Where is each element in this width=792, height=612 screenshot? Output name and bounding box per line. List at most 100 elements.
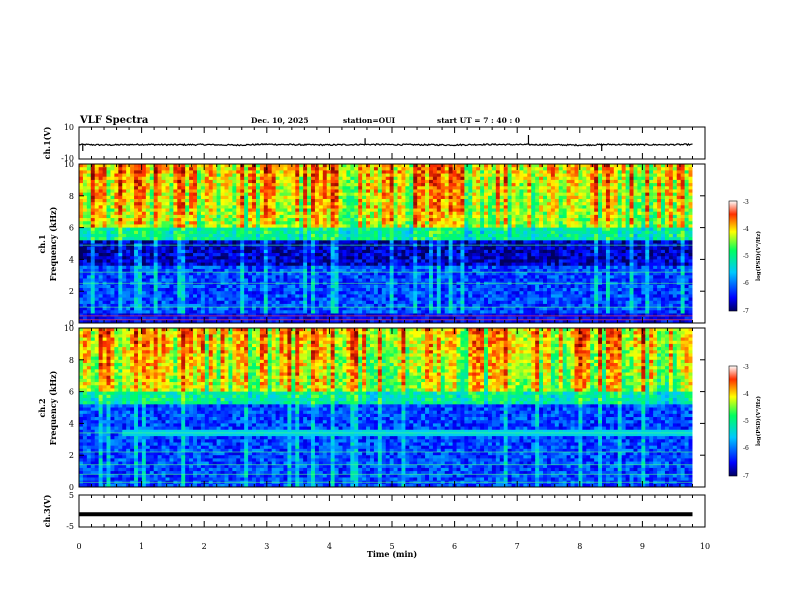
spectrogram-cell [370, 208, 375, 213]
spectrogram-cell [318, 237, 324, 241]
spectrogram-cell [385, 186, 391, 190]
spectrogram-cell [295, 284, 300, 289]
spectrogram-cell [421, 275, 426, 279]
spectrogram-cell [110, 256, 115, 260]
spectrogram-cell [318, 195, 324, 200]
spectrogram-cell [200, 275, 206, 279]
spectrogram-cell [208, 208, 214, 213]
spectrogram-cell [248, 246, 253, 251]
spectrogram-cell [452, 179, 458, 184]
spectrogram-cell [436, 233, 442, 238]
spectrogram-cell [177, 275, 182, 279]
spectrogram-cell [173, 256, 178, 260]
spectrogram-cell [86, 164, 92, 168]
spectrogram-cell [303, 297, 308, 302]
spectrogram-cell [137, 265, 143, 270]
spectrogram-cell [307, 233, 312, 238]
spectrogram-cell [354, 192, 359, 197]
spectrogram-cell [432, 198, 438, 203]
spectrogram-cell [362, 176, 367, 181]
spectrogram-cell [429, 288, 434, 292]
spectrogram-cell [122, 262, 127, 267]
spectrogram-cell [291, 268, 296, 273]
spectrogram-cell [334, 189, 340, 194]
spectrogram-cell [114, 278, 119, 283]
spectrogram-cell [212, 233, 218, 238]
spectrogram-cell [181, 300, 186, 305]
spectrogram-cell [405, 230, 410, 235]
spectrogram-cell [275, 224, 281, 229]
spectrogram-cell [161, 275, 167, 279]
spectrogram-cell [429, 218, 434, 222]
spectrogram-cell [90, 275, 96, 279]
spectrogram-cell [393, 291, 399, 295]
spectrogram-cell [279, 189, 284, 194]
spectrogram-cell [417, 278, 422, 283]
spectrogram-cell [287, 164, 292, 168]
spectrogram-cell [448, 316, 454, 321]
spectrogram-cell [252, 288, 257, 292]
spectrogram-cell [413, 284, 418, 289]
spectrogram-cell [385, 230, 391, 235]
spectrogram-cell [200, 259, 206, 264]
spectrogram-cell [342, 249, 347, 254]
spectrogram-cell [444, 224, 450, 229]
spectrogram-cell [283, 284, 288, 289]
spectrogram-cell [208, 288, 214, 292]
spectrogram-cell [440, 249, 446, 254]
spectrogram-cell [307, 278, 312, 283]
spectrogram-cell [370, 240, 375, 244]
spectrogram-cell [240, 256, 245, 260]
spectrogram-cell [252, 316, 257, 321]
spectrogram-cell [425, 189, 430, 194]
spectrogram-cell [208, 284, 214, 289]
spectrogram-cell [366, 195, 371, 200]
spectrogram-cell [149, 237, 155, 241]
spectrogram-cell [161, 205, 167, 210]
spectrogram-cell [429, 272, 434, 276]
spectrogram-cell [134, 319, 139, 324]
spectrogram-cell [275, 205, 281, 210]
spectrogram-cell [303, 198, 308, 203]
spectrogram-cell [204, 253, 210, 257]
spectrogram-cell [432, 170, 438, 175]
spectrogram-cell [200, 319, 206, 324]
spectrogram-cell [204, 272, 210, 276]
spectrogram-cell [429, 205, 434, 210]
spectrogram-cell [342, 253, 347, 257]
spectrogram-cell [110, 307, 115, 311]
spectrogram-cell [122, 268, 127, 273]
spectrogram-cell [248, 230, 253, 235]
spectrogram-cell [283, 170, 288, 175]
spectrogram-cell [252, 303, 257, 308]
spectrogram-cell [393, 233, 399, 238]
spectrogram-cell [110, 313, 115, 318]
spectrogram-cell [338, 221, 343, 225]
spectrogram-cell [413, 237, 418, 241]
spectrogram-cell [381, 233, 387, 238]
spectrogram-cell [240, 214, 245, 219]
spectrogram-cell [98, 230, 104, 235]
spectrogram-cell [354, 179, 359, 184]
spectrogram-cell [417, 246, 422, 251]
spectrogram-cell [468, 259, 473, 264]
spectrogram-cell [460, 316, 465, 321]
spectrogram-cell [464, 237, 469, 241]
spectrogram-cell [283, 164, 288, 168]
spectrogram-cell [259, 291, 265, 295]
spectrogram-cell [401, 310, 406, 314]
spectrogram-cell [212, 288, 218, 292]
spectrogram-cell [464, 224, 469, 229]
spectrogram-cell [141, 237, 147, 241]
spectrogram-cell [393, 262, 399, 267]
spectrogram-cell [448, 249, 454, 254]
spectrogram-cell [181, 294, 186, 299]
spectrogram-cell [79, 170, 84, 175]
spectrogram-cell [303, 186, 308, 190]
spectrogram-cell [134, 249, 139, 254]
spectrogram-cell [248, 297, 253, 302]
spectrogram-cell [440, 275, 446, 279]
spectrogram-cell [452, 297, 458, 302]
spectrogram-cell [173, 319, 178, 324]
spectrogram-cell [130, 189, 135, 194]
